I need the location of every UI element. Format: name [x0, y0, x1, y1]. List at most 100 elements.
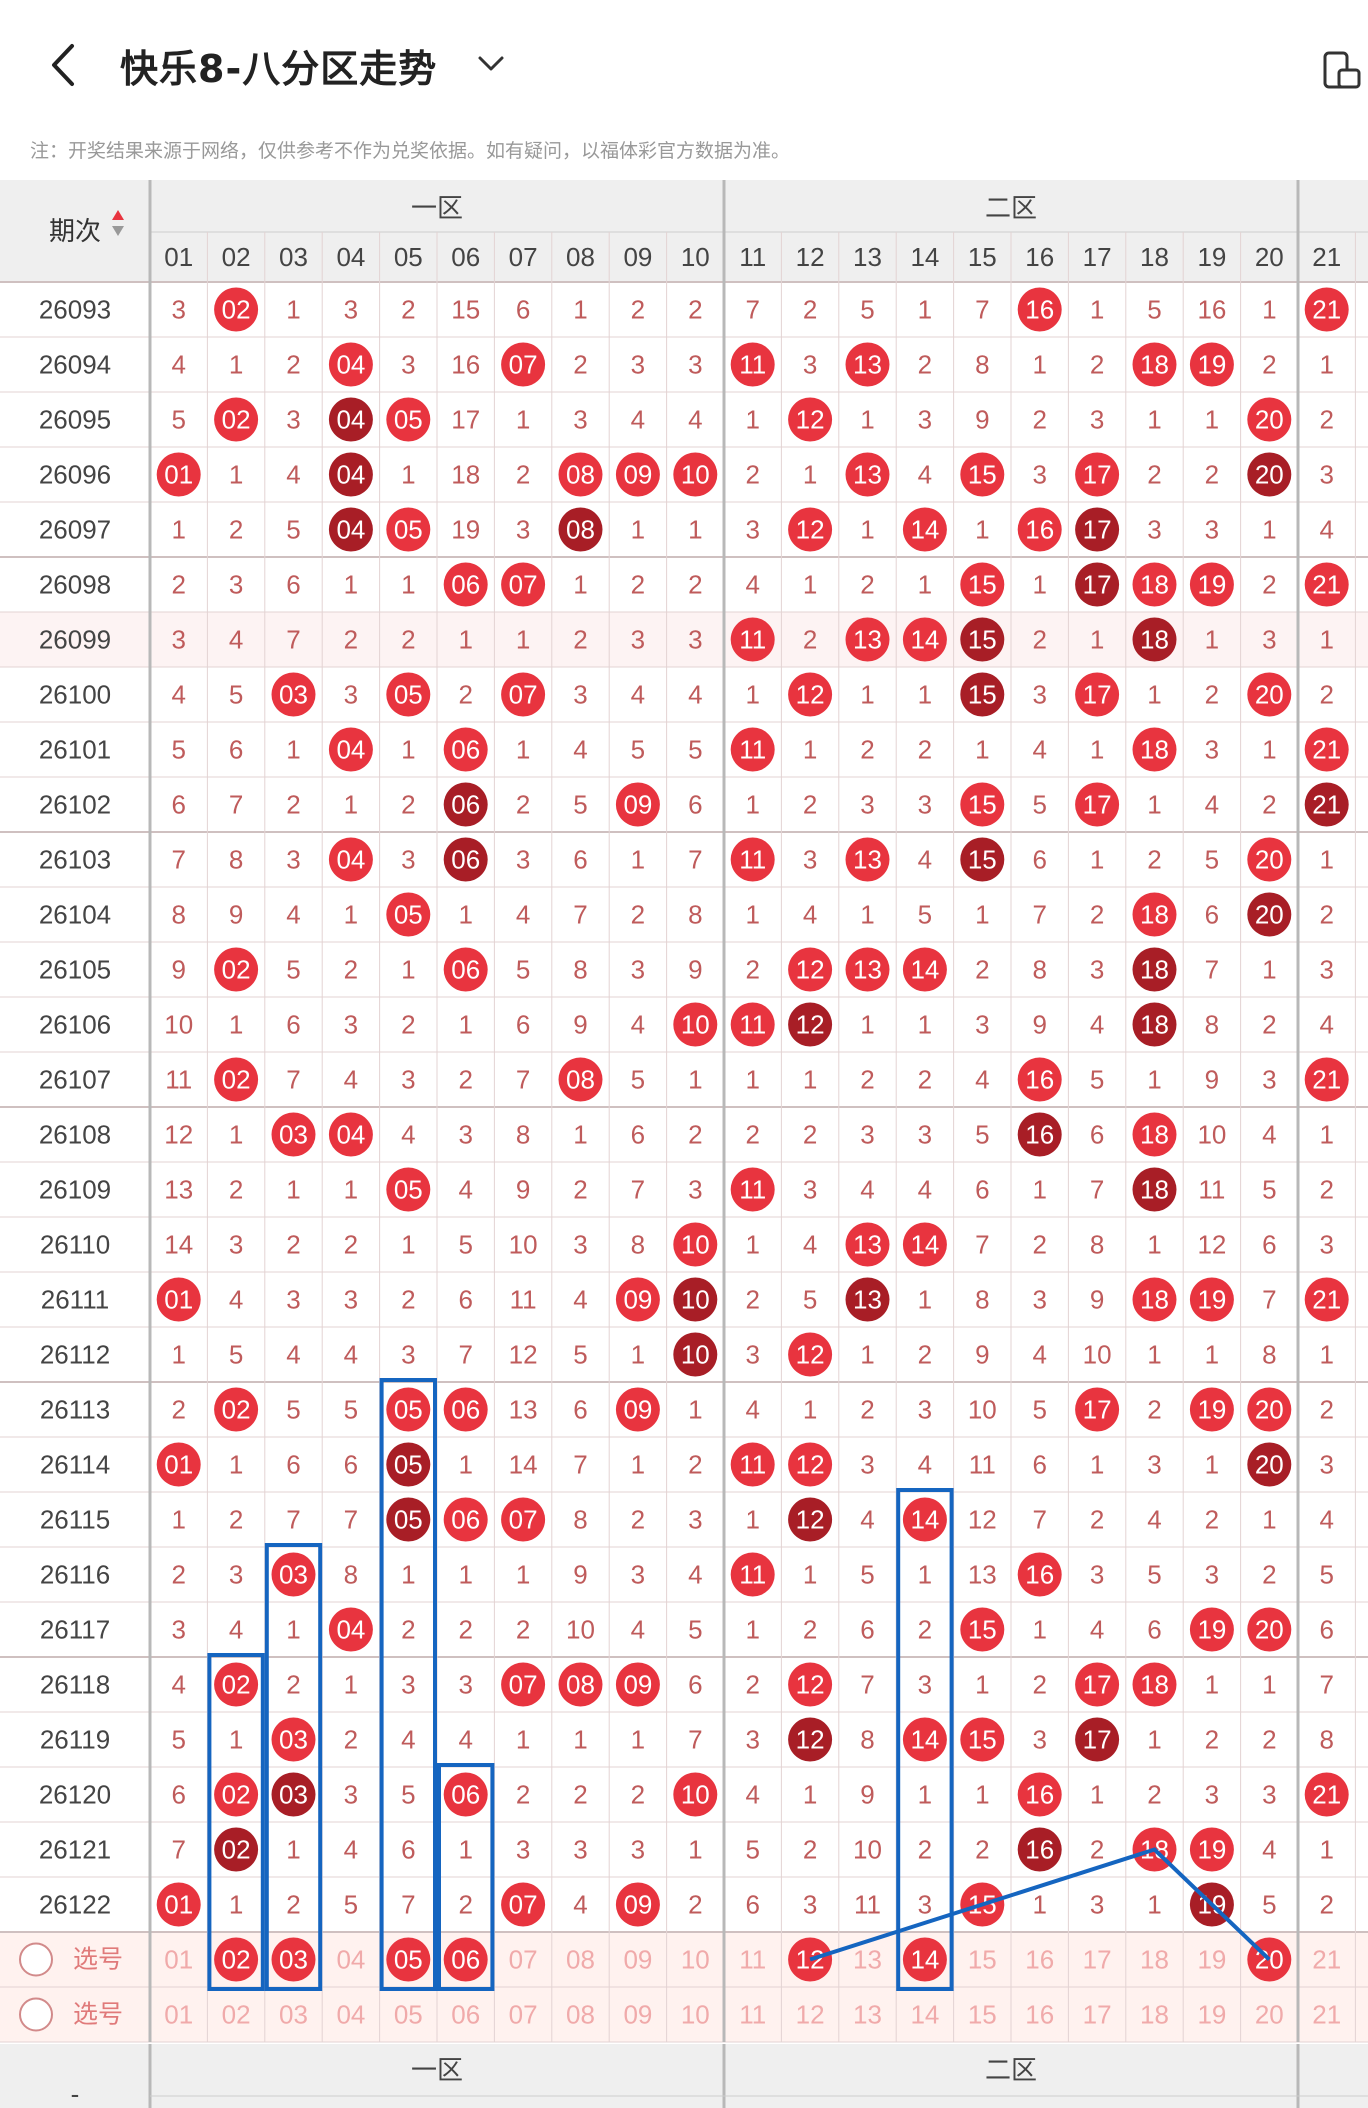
select-cell-19[interactable]: 19 — [1197, 2000, 1226, 2030]
hit-ball-03[interactable]: 03 — [271, 1552, 316, 1597]
select-cell-03[interactable]: 03 — [279, 2000, 308, 2030]
select-cell-13[interactable]: 13 — [853, 2000, 882, 2030]
hit-ball-18[interactable]: 18 — [1132, 727, 1177, 772]
hit-ball-04[interactable]: 04 — [328, 452, 373, 497]
hit-ball-09[interactable]: 09 — [615, 1277, 660, 1322]
sort-up-icon[interactable] — [112, 210, 124, 220]
hit-ball-04[interactable]: 04 — [328, 507, 373, 552]
select-ball-05[interactable]: 05 — [386, 1937, 431, 1982]
hit-ball-17[interactable]: 17 — [1075, 452, 1120, 497]
hit-ball-12[interactable]: 12 — [788, 1497, 833, 1542]
hit-ball-14[interactable]: 14 — [902, 947, 947, 992]
select-cell-05[interactable]: 05 — [394, 2000, 423, 2030]
hit-ball-13[interactable]: 13 — [845, 452, 890, 497]
hit-ball-20[interactable]: 20 — [1247, 892, 1292, 937]
hit-ball-14[interactable]: 14 — [902, 1497, 947, 1542]
hit-ball-12[interactable]: 12 — [788, 947, 833, 992]
hit-ball-13[interactable]: 13 — [845, 617, 890, 662]
hit-ball-02[interactable]: 02 — [214, 1057, 259, 1102]
sort-down-icon[interactable] — [112, 226, 124, 236]
hit-ball-08[interactable]: 08 — [558, 452, 603, 497]
hit-ball-13[interactable]: 13 — [845, 837, 890, 882]
hit-ball-15[interactable]: 15 — [960, 452, 1005, 497]
hit-ball-20[interactable]: 20 — [1247, 672, 1292, 717]
hit-ball-01[interactable]: 01 — [156, 1442, 201, 1487]
select-cell-02[interactable]: 02 — [222, 2000, 251, 2030]
hit-ball-20[interactable]: 20 — [1247, 1387, 1292, 1432]
select-cell-16[interactable]: 16 — [1025, 2000, 1054, 2030]
hit-ball-17[interactable]: 17 — [1075, 507, 1120, 552]
select-cell-07[interactable]: 07 — [509, 1945, 538, 1975]
select-cell-17[interactable]: 17 — [1083, 2000, 1112, 2030]
hit-ball-21[interactable]: 21 — [1304, 782, 1349, 827]
hit-ball-19[interactable]: 19 — [1189, 1827, 1234, 1872]
hit-ball-18[interactable]: 18 — [1132, 1002, 1177, 1047]
hit-ball-12[interactable]: 12 — [788, 1002, 833, 1047]
hit-ball-07[interactable]: 07 — [501, 1662, 546, 1707]
hit-ball-19[interactable]: 19 — [1189, 562, 1234, 607]
select-cell-16[interactable]: 16 — [1025, 1945, 1054, 1975]
hit-ball-20[interactable]: 20 — [1247, 1607, 1292, 1652]
hit-ball-20[interactable]: 20 — [1247, 1442, 1292, 1487]
hit-ball-19[interactable]: 19 — [1189, 1607, 1234, 1652]
hit-ball-07[interactable]: 07 — [501, 1497, 546, 1542]
select-cell-13[interactable]: 13 — [853, 1945, 882, 1975]
hit-ball-20[interactable]: 20 — [1247, 837, 1292, 882]
hit-ball-05[interactable]: 05 — [386, 1387, 431, 1432]
hit-ball-05[interactable]: 05 — [386, 1167, 431, 1212]
select-cell-01[interactable]: 01 — [164, 1945, 193, 1975]
hit-ball-10[interactable]: 10 — [673, 1332, 718, 1377]
select-cell-08[interactable]: 08 — [566, 1945, 595, 1975]
hit-ball-02[interactable]: 02 — [214, 287, 259, 332]
hit-ball-18[interactable]: 18 — [1132, 1167, 1177, 1212]
select-cell-04[interactable]: 04 — [336, 2000, 365, 2030]
hit-ball-03[interactable]: 03 — [271, 672, 316, 717]
hit-ball-14[interactable]: 14 — [902, 1717, 947, 1762]
select-ball-02[interactable]: 02 — [214, 1937, 259, 1982]
hit-ball-21[interactable]: 21 — [1304, 727, 1349, 772]
hit-ball-02[interactable]: 02 — [214, 947, 259, 992]
hit-ball-19[interactable]: 19 — [1189, 342, 1234, 387]
hit-ball-21[interactable]: 21 — [1304, 1772, 1349, 1817]
hit-ball-18[interactable]: 18 — [1132, 562, 1177, 607]
hit-ball-04[interactable]: 04 — [328, 837, 373, 882]
hit-ball-17[interactable]: 17 — [1075, 1387, 1120, 1432]
hit-ball-07[interactable]: 07 — [501, 562, 546, 607]
hit-ball-02[interactable]: 02 — [214, 1662, 259, 1707]
hit-ball-03[interactable]: 03 — [271, 1717, 316, 1762]
select-cell-06[interactable]: 06 — [451, 2000, 480, 2030]
hit-ball-16[interactable]: 16 — [1017, 1772, 1062, 1817]
hit-ball-12[interactable]: 12 — [788, 1717, 833, 1762]
select-cell-09[interactable]: 09 — [623, 1945, 652, 1975]
page-title[interactable]: 快乐8-八分区走势 — [120, 47, 438, 91]
hit-ball-20[interactable]: 20 — [1247, 397, 1292, 442]
hit-ball-05[interactable]: 05 — [386, 507, 431, 552]
hit-ball-06[interactable]: 06 — [443, 947, 488, 992]
hit-ball-10[interactable]: 10 — [673, 1222, 718, 1267]
hit-ball-06[interactable]: 06 — [443, 782, 488, 827]
hit-ball-01[interactable]: 01 — [156, 1277, 201, 1322]
hit-ball-16[interactable]: 16 — [1017, 287, 1062, 332]
back-arrow-icon[interactable] — [44, 40, 84, 90]
hit-ball-03[interactable]: 03 — [271, 1772, 316, 1817]
hit-ball-11[interactable]: 11 — [730, 1002, 775, 1047]
hit-ball-02[interactable]: 02 — [214, 397, 259, 442]
hit-ball-14[interactable]: 14 — [902, 1222, 947, 1267]
hit-ball-17[interactable]: 17 — [1075, 1717, 1120, 1762]
hit-ball-07[interactable]: 07 — [501, 342, 546, 387]
hit-ball-08[interactable]: 08 — [558, 1662, 603, 1707]
hit-ball-15[interactable]: 15 — [960, 617, 1005, 662]
hit-ball-17[interactable]: 17 — [1075, 782, 1120, 827]
hit-ball-10[interactable]: 10 — [673, 1002, 718, 1047]
hit-ball-12[interactable]: 12 — [788, 507, 833, 552]
hit-ball-09[interactable]: 09 — [615, 452, 660, 497]
hit-ball-18[interactable]: 18 — [1132, 892, 1177, 937]
select-ball-03[interactable]: 03 — [271, 1937, 316, 1982]
hit-ball-17[interactable]: 17 — [1075, 672, 1120, 717]
hit-ball-18[interactable]: 18 — [1132, 342, 1177, 387]
hit-ball-10[interactable]: 10 — [673, 1277, 718, 1322]
select-cell-20[interactable]: 20 — [1255, 2000, 1284, 2030]
hit-ball-15[interactable]: 15 — [960, 1717, 1005, 1762]
hit-ball-11[interactable]: 11 — [730, 1442, 775, 1487]
select-cell-14[interactable]: 14 — [910, 2000, 939, 2030]
